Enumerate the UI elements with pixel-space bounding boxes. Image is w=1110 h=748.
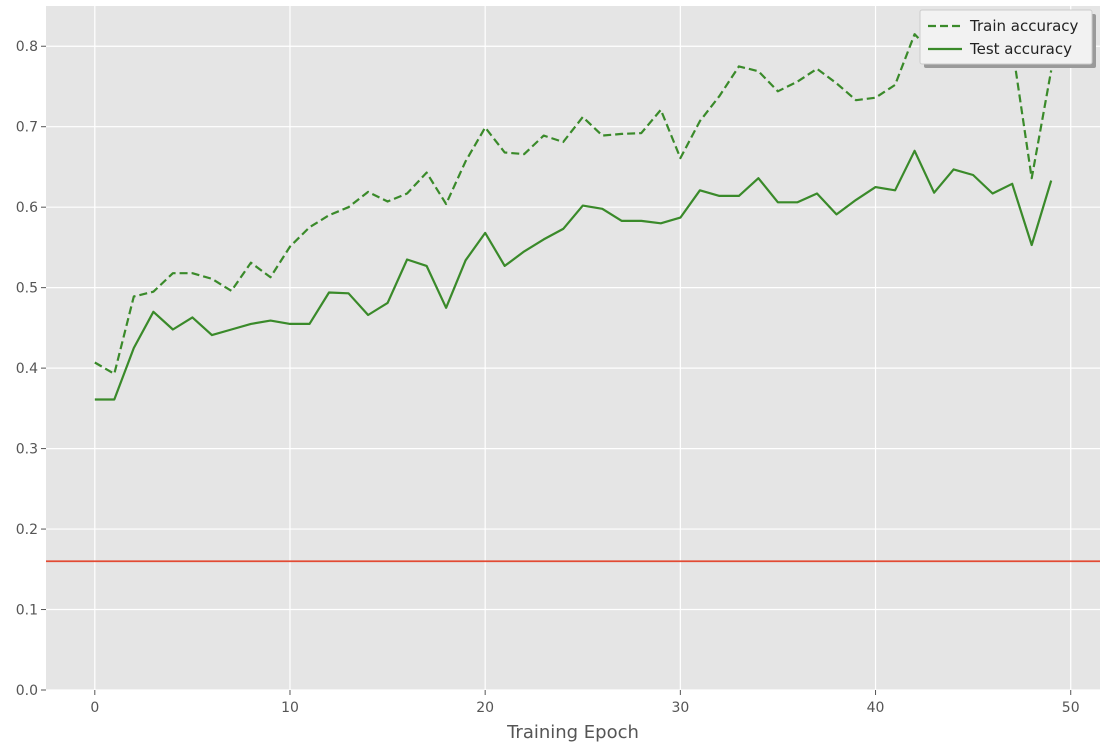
x-tick-label: 40 [867,700,885,716]
series-line-test-accuracy [94,149,1053,401]
x-tick-label: 10 [281,700,299,716]
series-line-train-accuracy [94,29,1053,375]
x-tick-label: 30 [671,700,689,716]
y-tick-label: 0.4 [16,361,38,377]
legend-label: Train accuracy [969,17,1079,35]
y-tick-label: 0.1 [16,603,38,619]
y-tick-label: 0.8 [16,39,38,55]
y-tick-label: 0.0 [16,683,38,699]
x-axis-label: Training Epoch [506,722,639,743]
y-tick-label: 0.5 [16,281,38,297]
series-lines [94,29,1053,401]
x-tick-label: 0 [90,700,99,716]
tick-labels: 0.0 0.1 0.2 0.3 0.4 0.5 0.6 0.7 0.8 0 10 20 30 40 50 [16,39,1080,716]
legend-box [919,9,1093,65]
x-tick-label: 20 [476,700,494,716]
y-tick-label: 0.7 [16,120,38,136]
x-tick-label: 50 [1062,700,1080,716]
y-tick-label: 0.3 [16,442,38,458]
legend: Train accuracy Test accuracy [919,9,1096,68]
plot-background [46,6,1100,690]
legend-label: Test accuracy [969,40,1072,58]
y-tick-label: 0.2 [16,522,38,538]
y-tick-label: 0.6 [16,200,38,216]
grid [46,6,1100,691]
